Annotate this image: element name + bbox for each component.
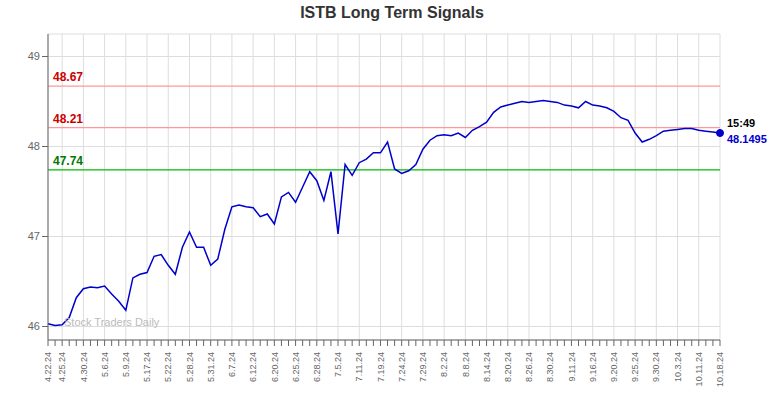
svg-text:6.12.24: 6.12.24 bbox=[248, 352, 258, 382]
svg-text:47.74: 47.74 bbox=[53, 154, 83, 168]
svg-text:47: 47 bbox=[28, 230, 40, 242]
svg-text:7.5.24: 7.5.24 bbox=[333, 352, 343, 377]
svg-text:5.31.24: 5.31.24 bbox=[206, 352, 216, 382]
html-text:Stock Traders Daily: Stock Traders Daily bbox=[64, 316, 160, 328]
svg-text:10.11.24: 10.11.24 bbox=[694, 352, 704, 386]
svg-text:5.22.24: 5.22.24 bbox=[163, 352, 173, 382]
svg-text:8.14.24: 8.14.24 bbox=[482, 352, 492, 382]
svg-text:9.16.24: 9.16.24 bbox=[588, 352, 598, 382]
svg-text:9.25.24: 9.25.24 bbox=[630, 352, 640, 382]
svg-text:9.20.24: 9.20.24 bbox=[609, 352, 619, 382]
html-text:ISTB Long Term Signals: ISTB Long Term Signals bbox=[300, 4, 484, 21]
svg-text:15:49: 15:49 bbox=[727, 117, 755, 129]
svg-text:7.29.24: 7.29.24 bbox=[418, 352, 428, 382]
svg-text:8.26.24: 8.26.24 bbox=[524, 352, 534, 382]
svg-text:4.30.24: 4.30.24 bbox=[79, 352, 89, 382]
svg-text:6.7.24: 6.7.24 bbox=[227, 352, 237, 377]
svg-text:5.9.24: 5.9.24 bbox=[121, 352, 131, 377]
svg-text:5.17.24: 5.17.24 bbox=[142, 352, 152, 382]
svg-text:5.28.24: 5.28.24 bbox=[185, 352, 195, 382]
svg-text:8.2.24: 8.2.24 bbox=[439, 352, 449, 377]
svg-text:6.25.24: 6.25.24 bbox=[291, 352, 301, 382]
svg-text:9.30.24: 9.30.24 bbox=[651, 352, 661, 382]
svg-text:8.20.24: 8.20.24 bbox=[503, 352, 513, 382]
svg-text:49: 49 bbox=[28, 50, 40, 62]
svg-text:5.6.24: 5.6.24 bbox=[100, 352, 110, 377]
svg-text:4.22.24: 4.22.24 bbox=[43, 352, 53, 382]
svg-text:48: 48 bbox=[28, 140, 40, 152]
svg-text:48.1495: 48.1495 bbox=[727, 133, 767, 145]
svg-text:6.20.24: 6.20.24 bbox=[270, 352, 280, 382]
svg-text:9.11.24: 9.11.24 bbox=[567, 352, 577, 381]
svg-text:10.18.24: 10.18.24 bbox=[715, 352, 725, 387]
svg-text:8.30.24: 8.30.24 bbox=[545, 352, 555, 382]
svg-text:4.25.24: 4.25.24 bbox=[57, 352, 67, 382]
svg-text:10.3.24: 10.3.24 bbox=[673, 352, 683, 382]
svg-text:48.21: 48.21 bbox=[53, 112, 83, 126]
svg-text:6.28.24: 6.28.24 bbox=[312, 352, 322, 382]
svg-text:46: 46 bbox=[28, 320, 40, 332]
svg-text:7.11.24: 7.11.24 bbox=[354, 352, 364, 381]
svg-text:7.24.24: 7.24.24 bbox=[397, 352, 407, 382]
svg-text:8.8.24: 8.8.24 bbox=[460, 352, 470, 377]
svg-text:7.19.24: 7.19.24 bbox=[376, 352, 386, 382]
svg-text:48.67: 48.67 bbox=[53, 70, 83, 84]
